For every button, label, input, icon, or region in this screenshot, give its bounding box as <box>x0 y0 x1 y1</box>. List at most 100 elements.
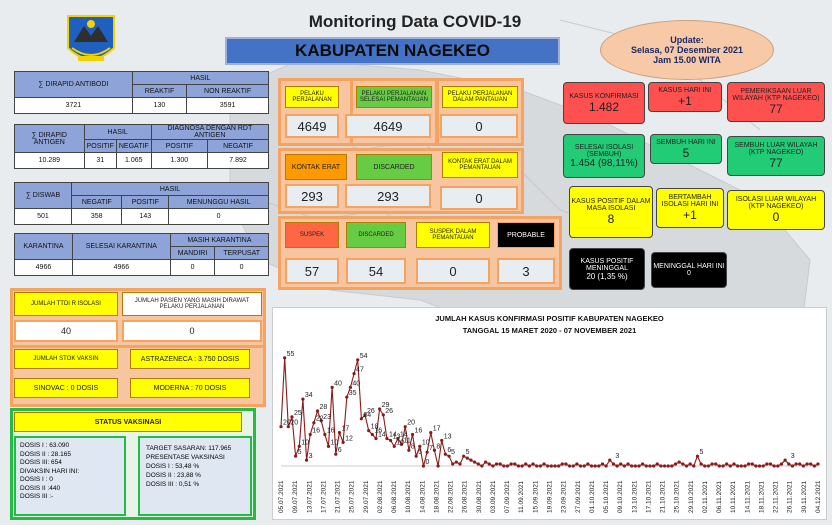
x-tick-label: 10.11.2021 <box>730 481 737 513</box>
data-point <box>546 464 550 468</box>
x-tick-label: 01.10.2021 <box>589 480 596 513</box>
data-label: 10 <box>330 439 338 446</box>
data-point <box>356 358 360 362</box>
karantina-table: KARANTINA SELESAI KARANTINA MASIH KARANT… <box>14 233 270 276</box>
data-label: 14 <box>400 431 408 438</box>
antigen-rdt-pos: 1.300 <box>150 152 209 169</box>
dosis-3: DOSIS III: 654 <box>20 459 62 466</box>
data-point <box>626 462 630 466</box>
data-point <box>527 464 532 468</box>
data-point <box>761 464 765 468</box>
data-point <box>757 464 762 468</box>
data-point <box>337 430 342 435</box>
swab-pos: 143 <box>121 208 170 225</box>
data-label: 12 <box>345 435 353 442</box>
data-point <box>699 462 703 466</box>
meninggal-label: KASUS POSITIF MENINGGAL <box>580 257 634 272</box>
data-point <box>600 462 605 466</box>
data-point <box>597 464 601 468</box>
target-list: TARGET SASARAN: 117.965 PRESENTASE VAKSI… <box>138 436 252 516</box>
antigen-rdt-pos-label: POSITIF <box>150 139 209 153</box>
dosis-list: DOSIS I : 63.090 DOSIS II : 28.165 DOSIS… <box>14 436 126 516</box>
antigen-hasil: HASIL <box>83 124 152 140</box>
chart-subtitle: TANGGAL 15 MARET 2020 - 07 NOVEMBER 2021 <box>462 326 637 335</box>
ttdi-label: JUMLAH TTDI R ISOLASI <box>14 292 118 316</box>
data-point <box>414 454 418 458</box>
ttdi-value: 40 <box>14 320 118 342</box>
kasus-konfirmasi-value: 1.482 <box>588 99 620 114</box>
data-point <box>513 462 517 466</box>
data-point <box>429 430 433 435</box>
data-point <box>418 444 422 448</box>
data-point <box>399 442 404 446</box>
isolasi-luar-label: ISOLASI LUAR WILAYAH (KTP NAGEKEO) <box>735 196 817 210</box>
moderna-stock: MODERNA : 70 DOSIS <box>130 378 250 398</box>
data-point <box>286 425 290 429</box>
data-label: 28 <box>320 404 328 411</box>
data-point <box>586 462 590 466</box>
karantina-total: 4966 <box>14 259 73 276</box>
data-point <box>308 432 312 437</box>
data-label: 47 <box>356 367 364 374</box>
antibodi-label: ∑ DIRAPID ANTIBODI <box>14 71 133 98</box>
data-label: 10 <box>422 439 430 446</box>
data-point <box>367 429 371 433</box>
data-label: 13 <box>393 433 401 440</box>
x-tick-label: 13.07.2021 <box>306 480 313 513</box>
data-label: 5 <box>298 449 302 456</box>
data-point <box>732 462 736 466</box>
suspek-dalam-value: 0 <box>416 258 490 284</box>
presentase-dosis-1: DOSIS I : 53,48 % <box>146 463 200 470</box>
presentase-dosis-3: DOSIS III : 0,51 % <box>146 481 200 488</box>
pelaku-value: 4649 <box>285 114 339 138</box>
data-point <box>633 464 637 468</box>
data-point <box>403 425 407 429</box>
x-tick-label: 10.08.2021 <box>405 480 412 513</box>
swab-neg: 358 <box>70 208 123 225</box>
hari-ini-dosis-2: DOSIS II :440 <box>20 484 61 492</box>
data-point <box>637 464 641 468</box>
data-point <box>706 464 711 468</box>
data-point <box>348 385 353 389</box>
data-point <box>410 432 415 437</box>
data-point <box>611 462 616 466</box>
x-tick-label: 17.07.2021 <box>320 480 327 513</box>
data-point <box>542 462 546 466</box>
data-point <box>476 462 480 466</box>
data-label: 17 <box>433 426 441 433</box>
data-label: 8 <box>411 443 415 450</box>
data-point <box>421 464 426 468</box>
data-point <box>681 462 685 466</box>
pemeriksaan-luar-value: 77 <box>769 102 783 116</box>
sembuh-luar-label: SEMBUH LUAR WILAYAH (KTP NAGEKEO) <box>734 142 818 156</box>
data-label: 3 <box>791 453 795 460</box>
data-point <box>505 464 510 468</box>
target-sasaran: TARGET SASARAN: 117.965 <box>146 445 232 452</box>
antibodi-nonreaktif-label: NON REAKTIF <box>186 84 269 98</box>
data-label: 26 <box>367 408 375 415</box>
data-point <box>684 464 689 468</box>
antibodi-reaktif-label: REAKTIF <box>131 84 188 98</box>
x-tick-label: 21.07.2021 <box>335 480 342 513</box>
x-tick-label: 30.08.2021 <box>476 480 483 513</box>
data-point <box>396 436 400 441</box>
swab-hasil: HASIL <box>70 182 270 196</box>
data-point <box>567 464 572 468</box>
data-point <box>652 464 656 468</box>
data-point <box>374 436 378 441</box>
data-label: 54 <box>360 353 368 360</box>
data-point <box>728 464 732 468</box>
data-point <box>509 462 513 466</box>
antibodi-total: 3721 <box>14 97 133 114</box>
data-point <box>502 464 506 468</box>
data-label: 8 <box>436 443 440 450</box>
data-label: 20 <box>290 420 298 427</box>
data-point <box>312 421 316 425</box>
data-label: 16 <box>374 428 382 435</box>
pelaku-label: PELAKU PERJALANAN <box>285 86 339 108</box>
data-label: 35 <box>349 390 357 397</box>
data-point <box>677 460 681 464</box>
karantina-mandiri: 0 <box>169 259 216 276</box>
sembuh-hari-ini-label: SEMBUH HARI INI <box>656 138 716 146</box>
probable-value: 3 <box>497 258 555 284</box>
